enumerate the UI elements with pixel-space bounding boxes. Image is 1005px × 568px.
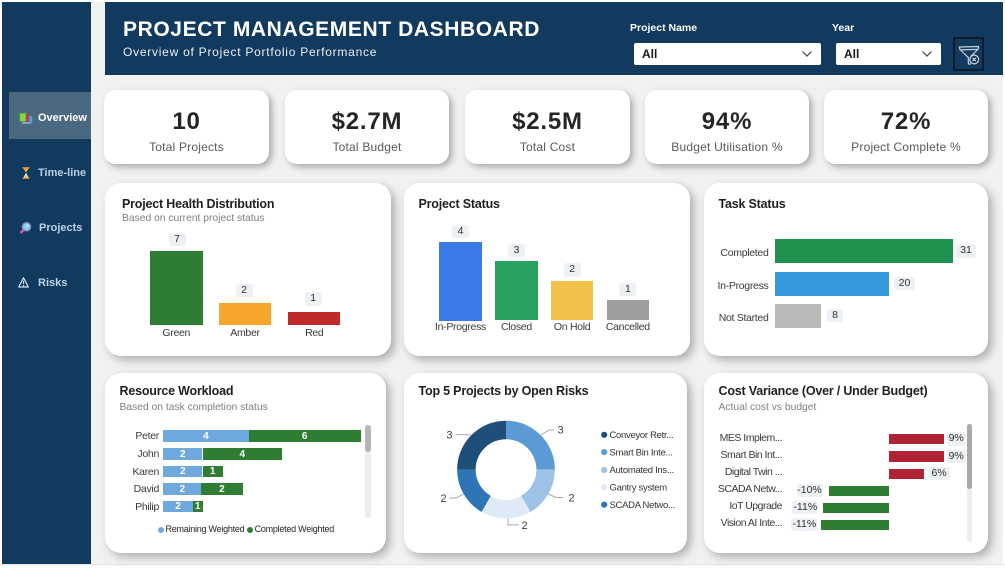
svg-text:SCADA Netwo...: SCADA Netwo...: [610, 500, 676, 511]
svg-text:Gantry system: Gantry system: [610, 483, 668, 494]
svg-text:2: 2: [440, 493, 446, 505]
svg-text:3: 3: [446, 430, 452, 442]
svg-text:Smart Bin Inte...: Smart Bin Inte...: [610, 447, 673, 458]
svg-text:Conveyor Retr...: Conveyor Retr...: [610, 430, 674, 441]
svg-text:2: 2: [522, 520, 528, 532]
svg-text:3: 3: [558, 425, 564, 437]
svg-text:Automated Ins...: Automated Ins...: [610, 465, 674, 476]
svg-text:2: 2: [569, 493, 575, 505]
